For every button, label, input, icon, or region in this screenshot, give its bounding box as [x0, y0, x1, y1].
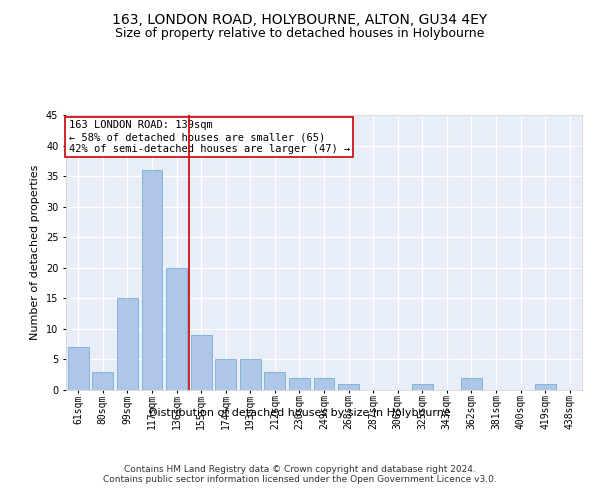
- Bar: [338, 384, 359, 390]
- Text: Size of property relative to detached houses in Holybourne: Size of property relative to detached ho…: [115, 28, 485, 40]
- Bar: [142, 170, 163, 390]
- Y-axis label: Number of detached properties: Number of detached properties: [31, 165, 40, 340]
- Bar: [215, 360, 236, 390]
- Text: 163 LONDON ROAD: 139sqm
← 58% of detached houses are smaller (65)
42% of semi-de: 163 LONDON ROAD: 139sqm ← 58% of detache…: [68, 120, 350, 154]
- Text: Distribution of detached houses by size in Holybourne: Distribution of detached houses by size …: [149, 408, 451, 418]
- Bar: [92, 372, 113, 390]
- Bar: [535, 384, 556, 390]
- Bar: [68, 347, 89, 390]
- Bar: [289, 378, 310, 390]
- Bar: [265, 372, 286, 390]
- Bar: [240, 360, 261, 390]
- Bar: [314, 378, 334, 390]
- Text: 163, LONDON ROAD, HOLYBOURNE, ALTON, GU34 4EY: 163, LONDON ROAD, HOLYBOURNE, ALTON, GU3…: [112, 12, 488, 26]
- Bar: [166, 268, 187, 390]
- Bar: [191, 335, 212, 390]
- Text: Contains HM Land Registry data © Crown copyright and database right 2024.
Contai: Contains HM Land Registry data © Crown c…: [103, 465, 497, 484]
- Bar: [461, 378, 482, 390]
- Bar: [412, 384, 433, 390]
- Bar: [117, 298, 138, 390]
